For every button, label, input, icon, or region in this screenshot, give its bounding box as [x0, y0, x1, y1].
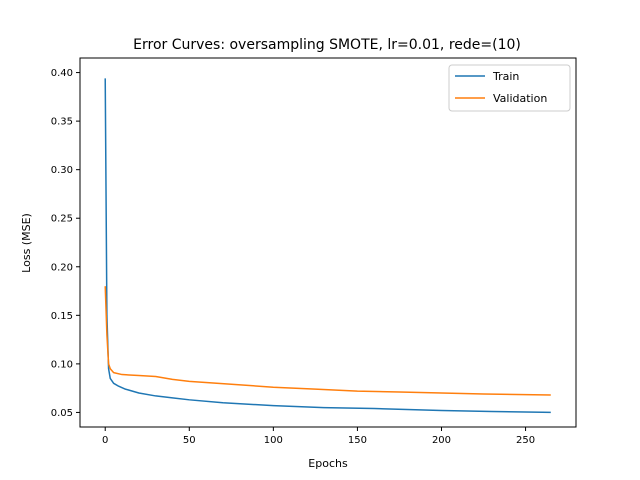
y-tick-label: 0.05 [51, 408, 73, 419]
plot-frame [79, 57, 577, 428]
x-tick-label: 50 [183, 435, 196, 446]
x-tick-label: 200 [432, 435, 451, 446]
x-axis: 0 50 100 150 200 250 [102, 427, 535, 446]
series-line-1 [104, 286, 551, 396]
y-tick-label: 0.25 [51, 214, 73, 225]
y-tick-label: 0.35 [51, 117, 73, 128]
x-tick-label: 100 [264, 435, 283, 446]
y-axis: 0.05 0.10 0.15 0.20 0.25 0.30 0.35 0.40 [51, 68, 80, 419]
series-line-0 [104, 78, 551, 414]
chart-title: Error Curves: oversampling SMOTE, lr=0.0… [133, 37, 521, 53]
legend-label-1: Validation [493, 92, 547, 105]
plot-area [79, 57, 577, 428]
y-tick-label: 0.30 [51, 165, 73, 176]
x-axis-label: Epochs [308, 457, 348, 470]
legend: Train Validation [448, 64, 571, 112]
y-tick-label: 0.40 [51, 68, 73, 79]
x-tick-label: 0 [102, 435, 108, 446]
y-axis-label: Loss (MSE) [20, 213, 33, 273]
y-tick-label: 0.15 [51, 311, 73, 322]
y-tick-label: 0.20 [51, 262, 73, 273]
legend-label-0: Train [492, 70, 519, 83]
x-tick-label: 150 [348, 435, 367, 446]
x-tick-label: 250 [516, 435, 535, 446]
y-tick-label: 0.10 [51, 359, 73, 370]
